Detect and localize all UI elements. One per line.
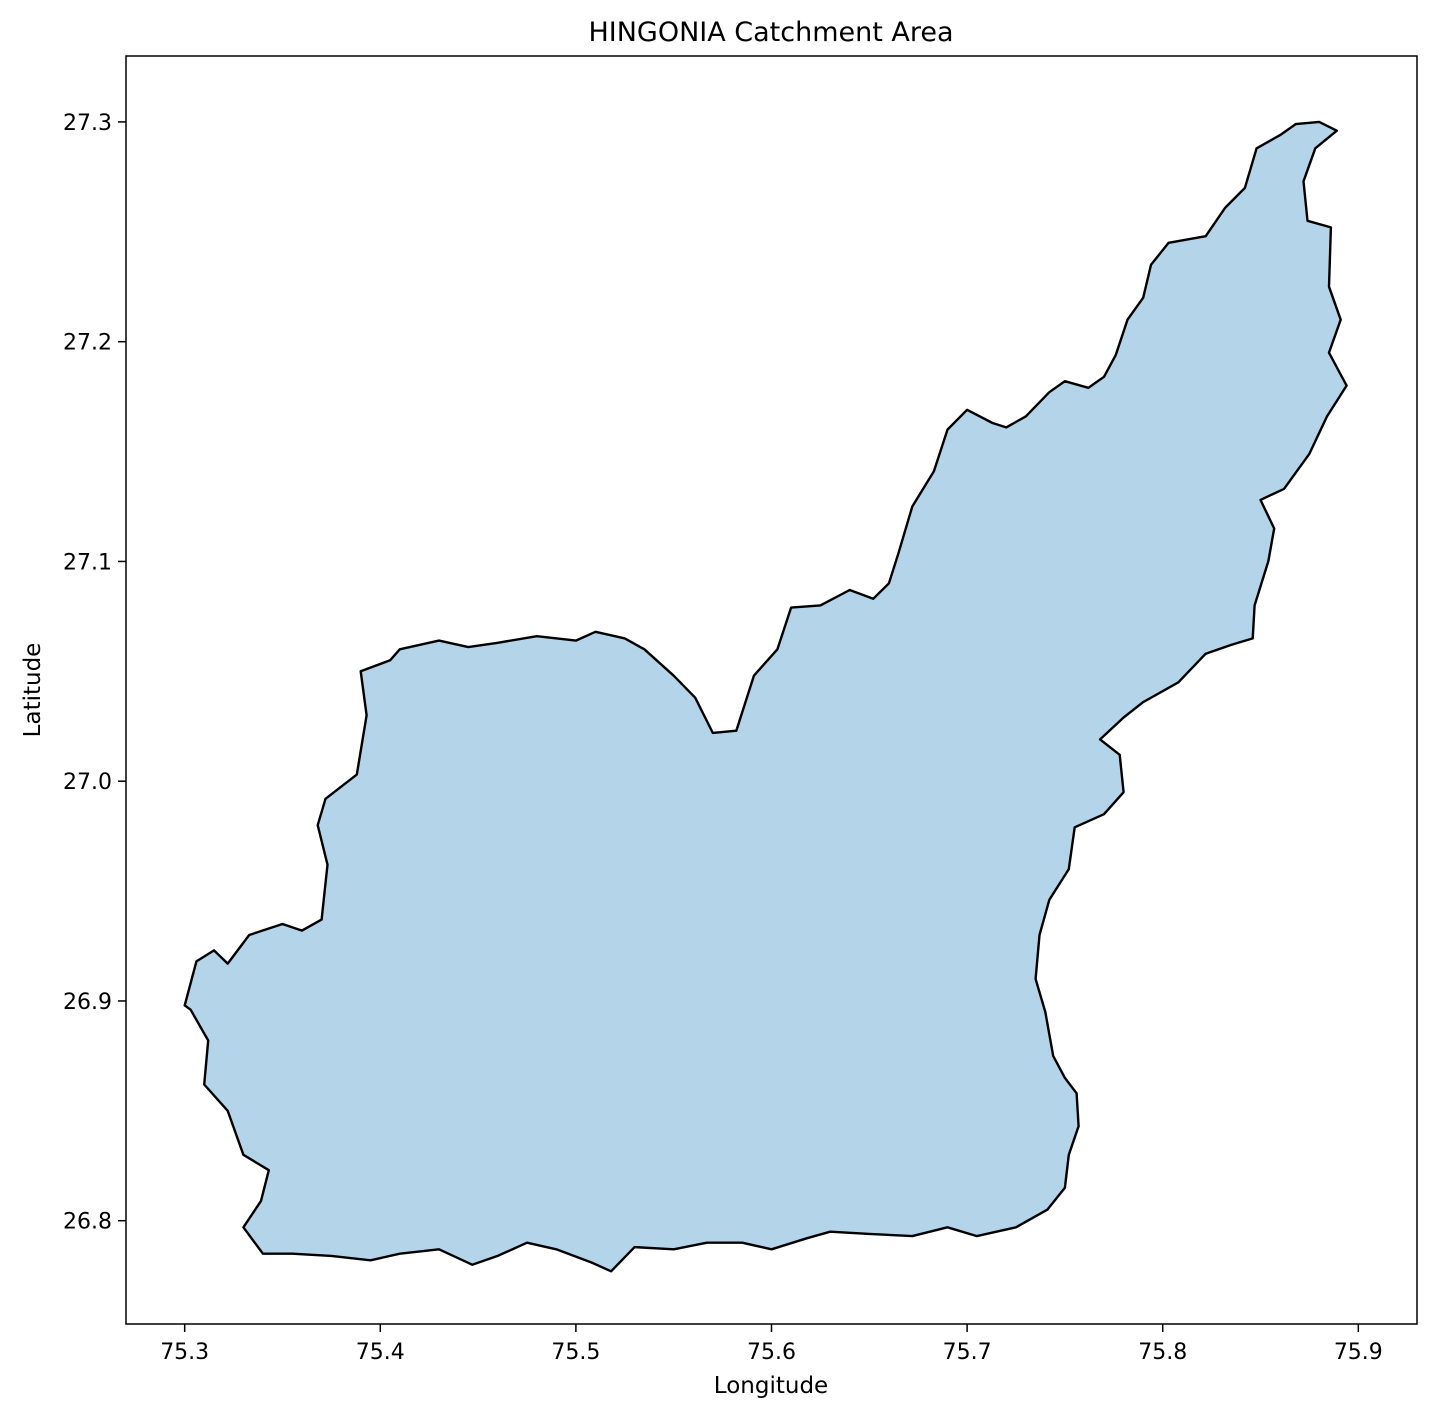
y-tick-label: 27.3 — [63, 111, 112, 136]
x-axis: 75.3 75.4 75.5 75.6 75.7 75.8 75.9 — [160, 1324, 1383, 1365]
y-tick-label: 27.1 — [63, 550, 112, 575]
y-tick-label: 27.2 — [63, 331, 112, 356]
x-tick-label: 75.8 — [1138, 1340, 1187, 1365]
y-axis: 26.8 26.9 27.0 27.1 27.2 27.3 — [63, 111, 126, 1235]
y-tick-label: 26.9 — [63, 990, 112, 1015]
y-tick-label: 26.8 — [63, 1210, 112, 1235]
x-axis-label: Longitude — [714, 1373, 828, 1399]
y-axis-label: Latitude — [20, 643, 46, 738]
chart-title: HINGONIA Catchment Area — [588, 17, 953, 48]
x-tick-label: 75.3 — [160, 1340, 209, 1365]
x-tick-label: 75.6 — [747, 1340, 796, 1365]
x-tick-label: 75.4 — [356, 1340, 405, 1365]
x-tick-label: 75.9 — [1334, 1340, 1383, 1365]
y-tick-label: 27.0 — [63, 770, 112, 795]
x-tick-label: 75.7 — [943, 1340, 992, 1365]
catchment-polygon — [183, 120, 1348, 1273]
x-tick-label: 75.5 — [551, 1340, 600, 1365]
